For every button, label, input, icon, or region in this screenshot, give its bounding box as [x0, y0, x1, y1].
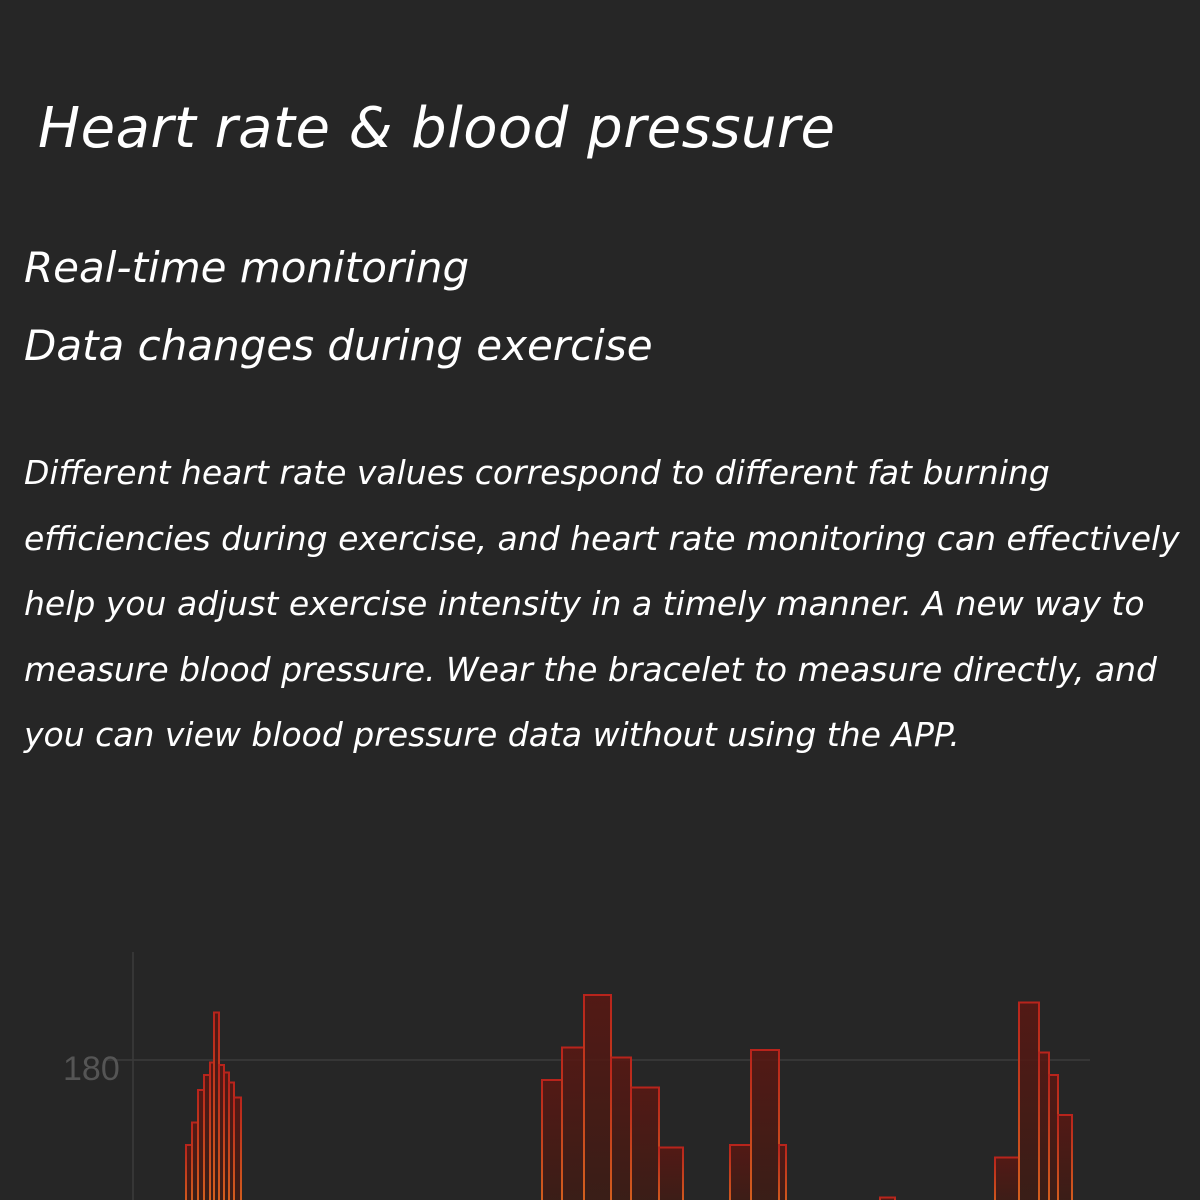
chart-bar-18: [750, 1049, 780, 1200]
description-paragraph: Different heart rate values correspond t…: [24, 453, 1180, 755]
chart-bar-21: [994, 1156, 1020, 1200]
chart-bar-13: [583, 994, 612, 1200]
chart-bar-12: [561, 1046, 585, 1200]
chart-bar-24: [1048, 1074, 1059, 1200]
heart-rate-series: [185, 994, 1073, 1200]
heart-rate-chart: 180: [63, 952, 1090, 1200]
chart-bar-14: [610, 1056, 632, 1200]
y-tick-label-180: 180: [63, 1050, 120, 1088]
chart-bar-19: [778, 1144, 787, 1200]
page-title: Heart rate & blood pressure: [38, 96, 836, 161]
chart-bar-25: [1057, 1114, 1073, 1200]
subtitle-exercise: Data changes during exercise: [24, 321, 653, 370]
chart-bar-11: [541, 1079, 563, 1200]
chart-bar-23: [1038, 1051, 1050, 1200]
subtitle-realtime: Real-time monitoring: [24, 243, 470, 292]
chart-bar-15: [630, 1086, 660, 1200]
chart-bar-16: [658, 1146, 684, 1200]
chart-bar-9: [233, 1096, 242, 1200]
chart-bar-22: [1018, 1001, 1040, 1200]
chart-bar-20: [879, 1196, 896, 1200]
chart-bar-17: [729, 1144, 752, 1200]
